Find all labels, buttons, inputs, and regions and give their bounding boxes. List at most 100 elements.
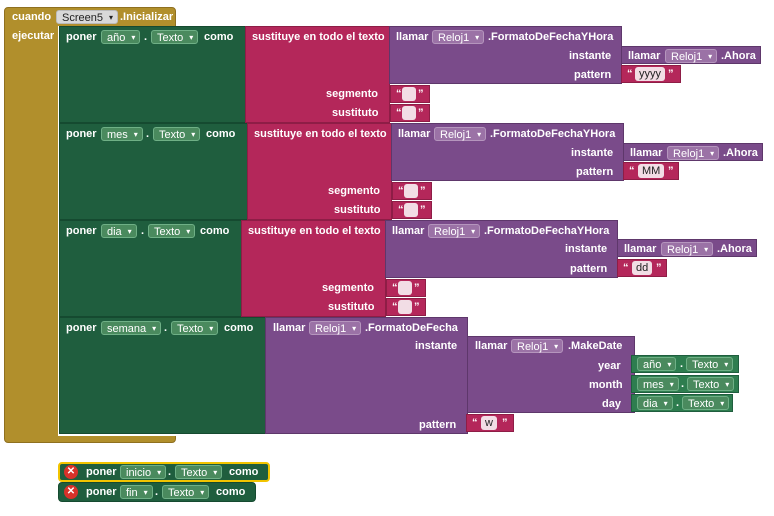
replace-all-label: sustituye en todo el texto bbox=[252, 31, 385, 43]
segment-string-field-2[interactable] bbox=[404, 184, 418, 198]
now-method-label: .Ahora bbox=[717, 243, 752, 255]
month-component-dropdown[interactable]: mes bbox=[637, 377, 679, 392]
open-quote: “ bbox=[623, 262, 629, 274]
mes-property-dropdown[interactable]: Texto bbox=[153, 127, 201, 142]
now-clock-dropdown-2[interactable]: Reloj1 bbox=[667, 146, 720, 161]
call-format-datetime-block-3[interactable] bbox=[385, 220, 618, 278]
pattern-string-field-4[interactable]: w bbox=[481, 416, 497, 430]
dot-label: . bbox=[164, 322, 168, 334]
close-quote: ” bbox=[668, 165, 674, 177]
format-date-clock-dropdown[interactable]: Reloj1 bbox=[309, 321, 362, 336]
inicio-component-dropdown[interactable]: inicio bbox=[120, 465, 167, 480]
poner-label: poner bbox=[66, 225, 97, 237]
open-quote: “ bbox=[472, 417, 478, 429]
anio-property-dropdown[interactable]: Texto bbox=[151, 30, 199, 45]
set-semana-text-block[interactable] bbox=[59, 317, 267, 434]
segment-string-field-1[interactable] bbox=[402, 87, 416, 101]
como-label: como bbox=[206, 128, 236, 140]
call-format-date-block[interactable] bbox=[265, 317, 468, 434]
format-datetime-method-label: .FormatoDeFechaYHora bbox=[484, 225, 610, 237]
clock-component-dropdown-2[interactable]: Reloj1 bbox=[434, 127, 487, 142]
instante-label: instante bbox=[415, 340, 458, 352]
make-date-method-label: .MakeDate bbox=[568, 340, 623, 352]
open-quote: “ bbox=[398, 204, 404, 216]
close-quote: ” bbox=[418, 88, 424, 100]
pattern-string-field-3[interactable]: dd bbox=[632, 261, 653, 275]
day-label: day bbox=[602, 398, 621, 410]
error-icon[interactable]: ✕ bbox=[64, 485, 78, 499]
dot-label: . bbox=[680, 358, 684, 370]
pattern-label: pattern bbox=[570, 263, 608, 275]
dot-label: . bbox=[676, 397, 680, 409]
open-quote: “ bbox=[392, 301, 398, 313]
semana-component-dropdown[interactable]: semana bbox=[101, 321, 162, 336]
sustituto-label: sustituto bbox=[334, 204, 381, 216]
instante-label: instante bbox=[569, 50, 612, 62]
event-method-label: .Inicializar bbox=[120, 11, 174, 23]
format-date-method-label: .FormatoDeFecha bbox=[365, 322, 458, 334]
year-component-dropdown[interactable]: año bbox=[637, 357, 677, 372]
llamar-label: llamar bbox=[396, 31, 429, 43]
llamar-label: llamar bbox=[630, 147, 663, 159]
replace-all-block-1[interactable] bbox=[245, 26, 390, 123]
sustituto-label: sustituto bbox=[328, 301, 375, 313]
month-property-dropdown[interactable]: Texto bbox=[687, 377, 735, 392]
segmento-label: segmento bbox=[322, 282, 374, 294]
open-quote: “ bbox=[396, 107, 402, 119]
open-quote: “ bbox=[398, 185, 404, 197]
dot-label: . bbox=[168, 466, 172, 478]
segmento-label: segmento bbox=[326, 88, 378, 100]
sustituto-label: sustituto bbox=[332, 107, 379, 119]
pattern-label: pattern bbox=[574, 69, 612, 81]
day-property-dropdown[interactable]: Texto bbox=[682, 396, 730, 411]
day-component-dropdown[interactable]: dia bbox=[637, 396, 673, 411]
llamar-label: llamar bbox=[398, 128, 431, 140]
make-date-clock-dropdown[interactable]: Reloj1 bbox=[511, 339, 564, 354]
now-clock-dropdown-3[interactable]: Reloj1 bbox=[661, 242, 714, 257]
semana-property-dropdown[interactable]: Texto bbox=[171, 321, 219, 336]
replace-all-label: sustituye en todo el texto bbox=[248, 225, 381, 237]
year-label: year bbox=[598, 360, 621, 372]
month-label: month bbox=[589, 379, 623, 391]
replace-all-block-2[interactable] bbox=[247, 123, 392, 220]
llamar-label: llamar bbox=[273, 322, 306, 334]
close-quote: ” bbox=[418, 107, 424, 119]
replacement-string-field-2[interactable] bbox=[404, 203, 418, 217]
instante-label: instante bbox=[565, 243, 608, 255]
segment-string-field-3[interactable] bbox=[398, 281, 412, 295]
replacement-string-field-3[interactable] bbox=[398, 300, 412, 314]
close-quote: ” bbox=[420, 204, 426, 216]
dia-property-dropdown[interactable]: Texto bbox=[148, 224, 196, 239]
pattern-string-field-2[interactable]: MM bbox=[638, 164, 665, 178]
llamar-label: llamar bbox=[628, 50, 661, 62]
fin-component-dropdown[interactable]: fin bbox=[120, 485, 153, 500]
call-format-datetime-block-1[interactable] bbox=[389, 26, 622, 84]
screen-component-dropdown[interactable]: Screen5 bbox=[56, 10, 118, 25]
close-quote: ” bbox=[656, 262, 662, 274]
fin-property-dropdown[interactable]: Texto bbox=[162, 485, 210, 500]
clock-component-dropdown-1[interactable]: Reloj1 bbox=[432, 30, 485, 45]
year-property-dropdown[interactable]: Texto bbox=[686, 357, 734, 372]
llamar-label: llamar bbox=[392, 225, 425, 237]
anio-component-dropdown[interactable]: año bbox=[101, 30, 141, 45]
inicio-property-dropdown[interactable]: Texto bbox=[175, 465, 223, 480]
replace-all-block-3[interactable] bbox=[241, 220, 386, 317]
como-label: como bbox=[229, 466, 259, 478]
error-icon[interactable]: ✕ bbox=[64, 465, 78, 479]
open-quote: “ bbox=[627, 68, 633, 80]
como-label: como bbox=[224, 322, 254, 334]
dot-label: . bbox=[146, 128, 150, 140]
poner-label: poner bbox=[66, 322, 97, 334]
pattern-string-field-1[interactable]: yyyy bbox=[635, 67, 665, 81]
llamar-label: llamar bbox=[475, 340, 508, 352]
dot-label: . bbox=[144, 31, 148, 43]
now-clock-dropdown-1[interactable]: Reloj1 bbox=[665, 49, 718, 64]
now-method-label: .Ahora bbox=[721, 50, 756, 62]
como-label: como bbox=[216, 486, 246, 498]
clock-component-dropdown-3[interactable]: Reloj1 bbox=[428, 224, 481, 239]
mes-component-dropdown[interactable]: mes bbox=[101, 127, 143, 142]
dia-component-dropdown[interactable]: dia bbox=[101, 224, 137, 239]
replace-all-label: sustituye en todo el texto bbox=[254, 128, 387, 140]
poner-label: poner bbox=[66, 128, 97, 140]
replacement-string-field-1[interactable] bbox=[402, 106, 416, 120]
